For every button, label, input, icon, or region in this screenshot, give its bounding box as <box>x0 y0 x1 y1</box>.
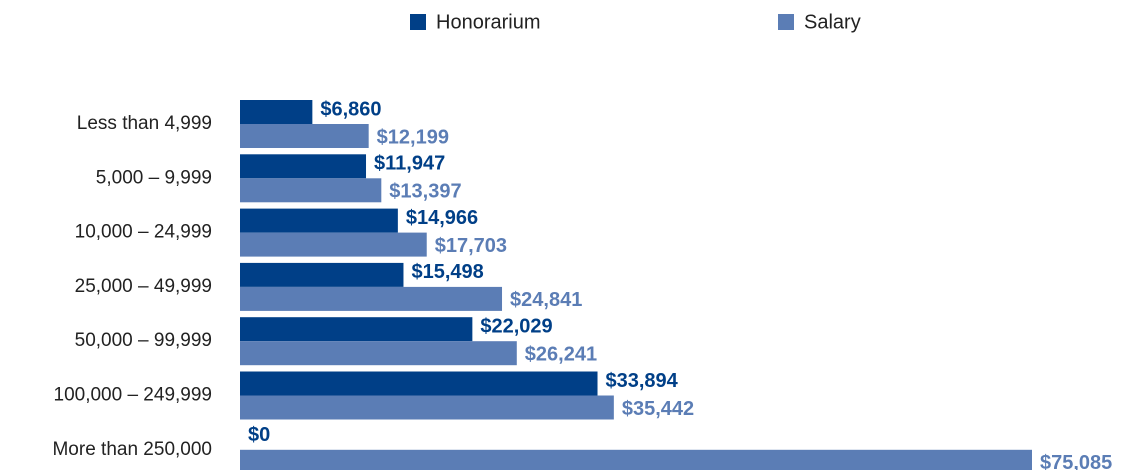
bar <box>240 208 398 233</box>
value-label: $11,947 <box>374 153 445 175</box>
value-label: $12,199 <box>377 126 449 148</box>
value-label: $22,029 <box>480 315 552 337</box>
value-label: $24,841 <box>510 289 582 311</box>
bar <box>240 232 427 257</box>
category-label: 10,000 – 24,999 <box>75 222 212 243</box>
category-label: Less than 4,999 <box>77 113 212 134</box>
value-label: $15,498 <box>411 261 483 283</box>
legend-swatch <box>410 14 426 30</box>
value-label: $17,703 <box>435 235 507 257</box>
legend-label: Honorarium <box>436 11 540 33</box>
bar <box>240 341 517 366</box>
value-label: $6,860 <box>320 98 381 120</box>
value-label: $26,241 <box>525 343 597 365</box>
category-label: 50,000 – 99,999 <box>75 330 212 351</box>
category-label: More than 250,000 <box>52 439 212 460</box>
bar <box>240 124 369 148</box>
bar <box>240 371 598 396</box>
legend-label: Salary <box>804 11 861 33</box>
bar <box>240 154 367 179</box>
bar <box>240 395 614 420</box>
value-label: $35,442 <box>622 398 694 420</box>
category-label: 25,000 – 49,999 <box>75 276 212 297</box>
legend-swatch <box>778 14 794 30</box>
value-label: $0 <box>248 424 270 446</box>
bar <box>240 262 404 287</box>
value-label: $14,966 <box>406 207 478 229</box>
category-label: 5,000 – 9,999 <box>96 167 212 188</box>
value-label: $75,085 <box>1040 452 1112 470</box>
bar <box>240 178 382 203</box>
bar <box>240 100 313 124</box>
bar <box>240 317 473 342</box>
bar <box>240 286 503 311</box>
value-label: $33,894 <box>606 370 679 392</box>
value-label: $13,397 <box>389 181 461 203</box>
bar <box>240 449 1032 470</box>
category-label: 100,000 – 249,999 <box>54 385 213 406</box>
